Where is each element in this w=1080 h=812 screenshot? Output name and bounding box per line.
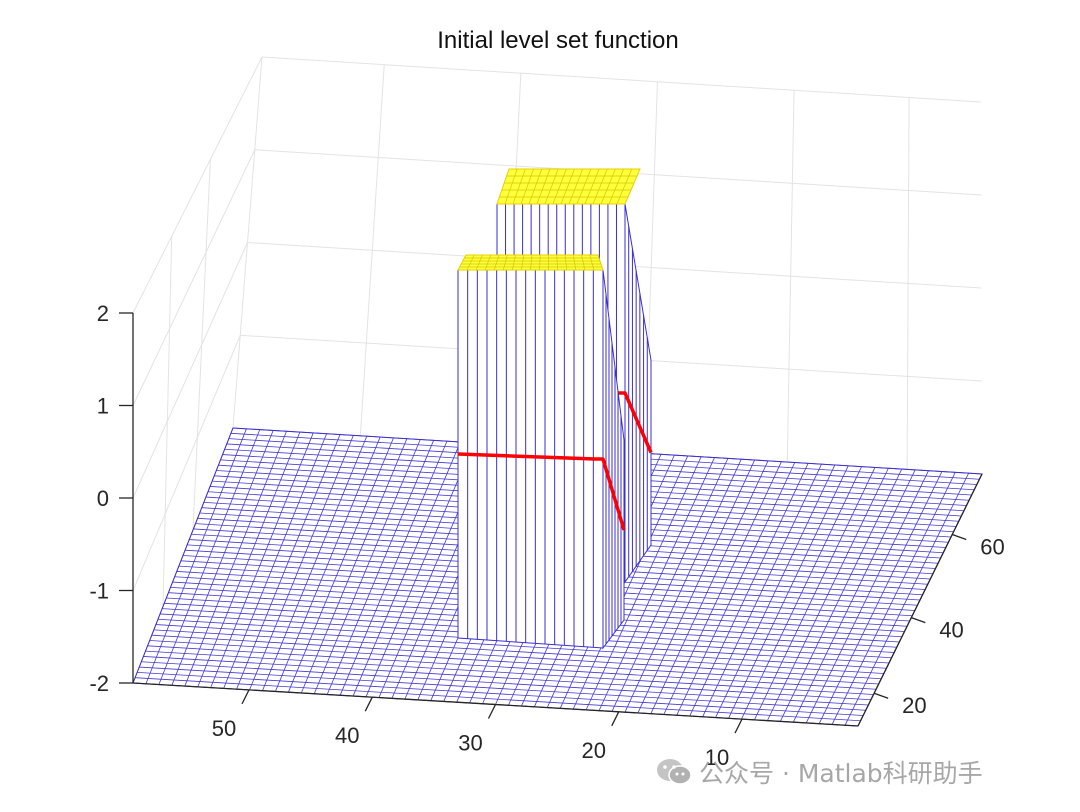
mesh-line-v-47 bbox=[135, 677, 861, 722]
top-mesh-u-15 bbox=[589, 254, 595, 271]
mesh-line-v-43 bbox=[143, 656, 871, 701]
y-tick-mark-1 bbox=[911, 617, 926, 624]
grid-line-back-3 bbox=[786, 90, 795, 463]
x-tick-label-0: 10 bbox=[705, 745, 729, 770]
top-mesh-u-14 bbox=[581, 254, 586, 271]
zero-contour-line bbox=[457, 452, 626, 531]
watermark-text: 公众号 · Matlab科研助手 bbox=[699, 759, 983, 788]
x-tick-label-2: 30 bbox=[458, 731, 482, 756]
y-axis-line bbox=[857, 473, 983, 727]
top-mesh-u-5 bbox=[502, 254, 508, 271]
grid-line-left-1 bbox=[192, 159, 211, 531]
z-tick-label-3: -1 bbox=[89, 579, 109, 604]
top-face bbox=[457, 254, 604, 271]
top-mesh-u-11 bbox=[584, 168, 600, 205]
top-mesh-u-6 bbox=[512, 254, 516, 271]
background-grid bbox=[132, 56, 983, 684]
top-mesh-u-3 bbox=[520, 168, 534, 205]
z-tick-label-4: -2 bbox=[89, 671, 109, 696]
mesh-line-v-37 bbox=[155, 624, 887, 669]
z-tick-labels: 2 1 0 -1 -2 bbox=[89, 301, 133, 696]
top-mesh-u-6 bbox=[544, 168, 559, 205]
top-mesh-u-3 bbox=[484, 254, 492, 271]
top-mesh-u-8 bbox=[560, 168, 575, 205]
mesh-line-v-39 bbox=[151, 634, 882, 680]
grid-line-back-4 bbox=[906, 97, 910, 470]
wechat-icon bbox=[655, 757, 693, 787]
mesh-line-v-42 bbox=[145, 650, 874, 695]
top-mesh-u-15 bbox=[616, 168, 633, 205]
watermark: 公众号 · Matlab科研助手 bbox=[655, 754, 983, 790]
x-tick-labels: 10 20 30 40 50 bbox=[212, 689, 743, 770]
mesh-line-v-38 bbox=[153, 629, 884, 674]
top-mesh bbox=[459, 254, 602, 271]
mesh-line-v-44 bbox=[141, 661, 869, 706]
top-mesh-u-12 bbox=[592, 168, 608, 205]
x-tick-mark-0 bbox=[734, 718, 743, 734]
top-mesh-u-4 bbox=[528, 168, 543, 205]
top-mesh-u-7 bbox=[521, 254, 525, 271]
top-mesh-u-13 bbox=[600, 168, 616, 205]
top-mesh-u-14 bbox=[608, 168, 624, 205]
plateau-region-1 bbox=[457, 254, 626, 650]
mesh-line-v-41 bbox=[147, 645, 877, 690]
z-tick-label-1: 1 bbox=[97, 394, 109, 419]
top-mesh-u-13 bbox=[572, 254, 577, 271]
x-tick-label-1: 20 bbox=[582, 738, 606, 763]
mesh-line-v-40 bbox=[149, 640, 879, 685]
top-mesh-u-2 bbox=[512, 168, 526, 205]
grid-line-back-0 bbox=[359, 64, 385, 436]
top-mesh-u-7 bbox=[552, 168, 567, 205]
top-mesh-u-10 bbox=[576, 168, 592, 205]
top-mesh-u-11 bbox=[556, 254, 559, 271]
top-face bbox=[496, 168, 641, 205]
top-mesh-u-1 bbox=[504, 168, 518, 205]
x-tick-mark-2 bbox=[487, 704, 497, 719]
mesh-line-v-46 bbox=[137, 671, 864, 716]
y-tick-label-2: 60 bbox=[980, 534, 1004, 559]
top-mesh-u-1 bbox=[466, 254, 475, 271]
y-tick-label-0: 20 bbox=[902, 693, 926, 718]
top-mesh-u-2 bbox=[475, 254, 483, 271]
x-tick-mark-4 bbox=[241, 689, 250, 705]
top-mesh-u-9 bbox=[568, 168, 584, 205]
x-tick-label-3: 40 bbox=[335, 723, 359, 748]
grid-line-left-0 bbox=[162, 236, 173, 607]
y-tick-labels: 20 40 60 bbox=[873, 533, 1005, 718]
y-tick-mark-0 bbox=[873, 692, 889, 699]
y-tick-label-1: 40 bbox=[939, 618, 963, 643]
z-tick-label-2: 0 bbox=[97, 486, 109, 511]
x-tick-mark-3 bbox=[364, 696, 373, 712]
chart-title: Initial level set function bbox=[437, 27, 678, 54]
top-mesh-u-8 bbox=[530, 254, 533, 271]
top-mesh-u-9 bbox=[539, 254, 541, 271]
top-mesh-u-4 bbox=[493, 254, 500, 271]
grid-corner-line bbox=[232, 56, 263, 429]
top-mesh bbox=[499, 168, 637, 205]
y-tick-mark-2 bbox=[952, 533, 967, 541]
plateau-regions bbox=[457, 168, 653, 650]
x-tick-label-4: 50 bbox=[212, 716, 236, 741]
x-tick-mark-1 bbox=[611, 711, 620, 727]
top-mesh-u-12 bbox=[564, 254, 568, 271]
mesh-line-v-45 bbox=[139, 666, 866, 711]
z-tick-label-0: 2 bbox=[97, 301, 109, 326]
top-mesh-u-5 bbox=[536, 168, 551, 205]
